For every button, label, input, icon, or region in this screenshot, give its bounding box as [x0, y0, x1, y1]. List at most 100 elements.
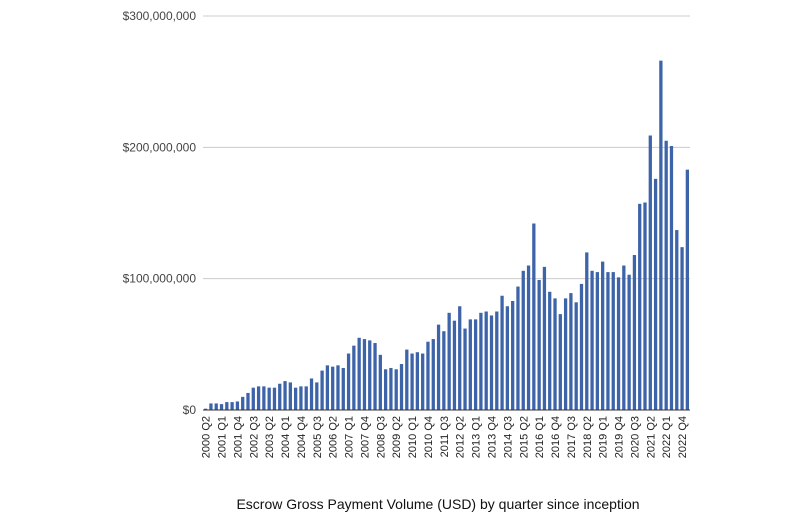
x-tick-label: 2006 Q2 [328, 416, 340, 458]
bar [309, 378, 314, 410]
x-tick-label: 2011 Q3 [439, 416, 451, 457]
bar [325, 365, 330, 410]
bar [648, 135, 652, 410]
x-tick-label: 2022 Q4 [677, 416, 689, 458]
bar [315, 382, 319, 410]
bar [606, 272, 610, 410]
bar [585, 252, 589, 410]
bar [516, 286, 520, 410]
bar [341, 367, 345, 410]
bar [214, 403, 218, 410]
bar [352, 345, 356, 410]
x-tick-label: 2003 Q2 [264, 416, 276, 458]
bar [421, 353, 425, 410]
x-tick-label: 2012 Q2 [455, 416, 467, 458]
x-tick-label: 2005 Q3 [312, 416, 324, 458]
bar [537, 279, 541, 410]
bar [415, 352, 420, 410]
bar [495, 311, 499, 410]
bar [638, 203, 642, 410]
x-tick-label: 2000 Q2 [201, 416, 213, 458]
bar [601, 261, 605, 410]
x-tick-label: 2020 Q3 [629, 416, 641, 458]
x-tick-label: 2008 Q3 [375, 416, 387, 458]
bar [526, 265, 531, 410]
bar [378, 354, 382, 410]
bar [468, 319, 472, 410]
x-tick-label: 2022 Q1 [661, 416, 673, 458]
bar [632, 255, 637, 410]
bar [225, 402, 229, 410]
y-tick-label: $300,000,000 [123, 9, 197, 23]
bar [288, 382, 292, 410]
bar [383, 369, 388, 410]
bar [532, 223, 536, 410]
bar [209, 403, 213, 410]
bar [246, 392, 250, 410]
x-tick-label: 2015 Q2 [518, 416, 530, 458]
y-axis-tick-labels: $0 $100,000,000 $200,000,000 $300,000,000 [123, 9, 197, 417]
x-tick-label: 2019 Q4 [614, 416, 626, 458]
bar [489, 315, 494, 410]
bar [669, 146, 674, 410]
bar [256, 386, 261, 410]
x-tick-label: 2017 Q3 [566, 416, 578, 458]
bar [320, 370, 324, 410]
bar [627, 274, 631, 410]
bar [346, 353, 351, 410]
x-tick-label: 2016 Q1 [534, 416, 546, 458]
bar [368, 340, 372, 410]
bar [436, 324, 441, 410]
x-tick-label: 2004 Q4 [296, 416, 308, 458]
bar [463, 328, 467, 410]
x-tick-label: 2007 Q4 [359, 416, 371, 458]
bar [442, 331, 446, 410]
bar [590, 270, 594, 410]
bar [426, 341, 430, 410]
bar [653, 178, 658, 410]
x-tick-label: 2016 Q4 [550, 416, 562, 458]
x-tick-label: 2010 Q4 [423, 416, 435, 458]
bar [563, 298, 568, 410]
x-tick-label: 2007 Q1 [344, 416, 356, 458]
bar [500, 295, 504, 410]
bar [595, 272, 599, 410]
bar [399, 364, 404, 410]
bar [622, 265, 626, 410]
x-tick-label: 2010 Q1 [407, 416, 419, 458]
bar [521, 270, 525, 410]
bar [331, 366, 335, 410]
x-tick-label: 2001 Q4 [232, 416, 244, 458]
x-tick-label: 2018 Q2 [582, 416, 594, 458]
bar [299, 386, 303, 410]
bar [484, 311, 488, 410]
bar [394, 369, 398, 410]
y-tick-label: $200,000,000 [123, 140, 197, 154]
bar [262, 386, 266, 410]
bar [410, 353, 414, 410]
bar [272, 387, 277, 410]
bar [458, 306, 462, 410]
bar [643, 202, 647, 410]
bar [278, 383, 282, 410]
x-tick-label: 2021 Q2 [645, 416, 657, 458]
bar [611, 272, 615, 410]
x-tick-label: 2019 Q1 [598, 416, 610, 458]
bar [362, 339, 367, 410]
bar [664, 140, 668, 410]
bar [357, 337, 361, 410]
x-tick-label: 2014 Q3 [502, 416, 514, 458]
x-tick-label: 2004 Q1 [280, 416, 292, 458]
bar [389, 367, 393, 410]
bar [230, 402, 234, 410]
bar [505, 306, 510, 410]
bars [204, 60, 689, 411]
bar [675, 230, 679, 410]
bar [431, 339, 435, 410]
bar [373, 343, 377, 410]
bar [479, 312, 483, 410]
bar [405, 349, 409, 410]
x-axis-tick-labels: 2000 Q2 2001 Q1 2001 Q4 2002 Q3 2003 Q2 2004 … [201, 416, 689, 458]
bar [685, 169, 689, 410]
bar [267, 387, 271, 410]
